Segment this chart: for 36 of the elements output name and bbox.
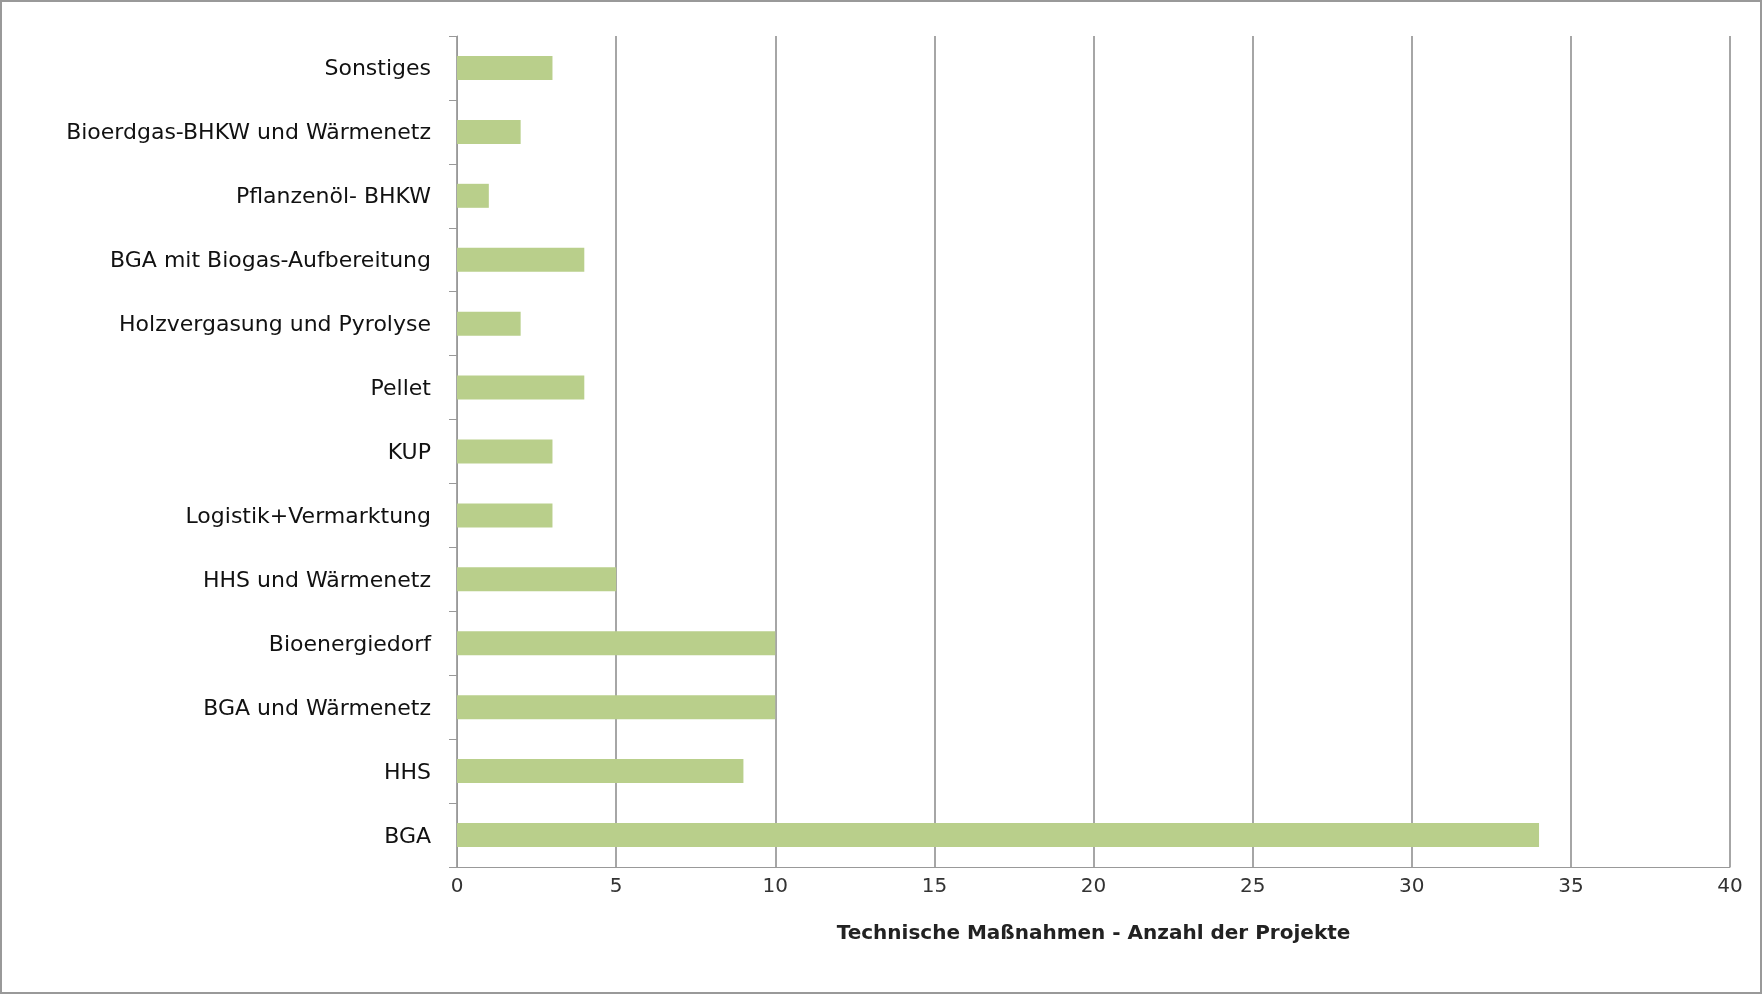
bar bbox=[457, 695, 776, 720]
x-axis-title: Technische Maßnahmen - Anzahl der Projekte bbox=[836, 920, 1351, 944]
y-tick-label: HHS und Wärmenetz bbox=[203, 566, 431, 592]
bar bbox=[457, 823, 1540, 848]
x-tick-label: 40 bbox=[1717, 873, 1743, 897]
bar bbox=[457, 311, 521, 336]
y-tick-label: BGA bbox=[384, 822, 431, 848]
bar bbox=[457, 55, 553, 80]
y-tick-label: Sonstiges bbox=[324, 55, 431, 81]
y-tick-label: Bioerdgas-BHKW und Wärmenetz bbox=[66, 119, 431, 145]
bar bbox=[457, 759, 744, 784]
x-tick-label: 35 bbox=[1558, 873, 1584, 897]
bar bbox=[457, 631, 776, 656]
y-tick-label: Logistik+Vermarktung bbox=[185, 502, 431, 528]
y-tick-label: Pellet bbox=[370, 375, 432, 401]
x-tick-label: 0 bbox=[450, 873, 464, 897]
bar bbox=[457, 247, 585, 272]
bar bbox=[457, 567, 617, 592]
y-tick-label: Pflanzenöl- BHKW bbox=[235, 183, 432, 209]
bar bbox=[457, 183, 489, 208]
bar bbox=[457, 439, 553, 464]
y-tick-label: KUP bbox=[387, 439, 431, 464]
x-tick-label: 15 bbox=[921, 873, 948, 897]
x-tick-label: 20 bbox=[1080, 873, 1107, 897]
bar bbox=[457, 375, 585, 400]
x-tick-label: 5 bbox=[609, 873, 623, 897]
y-tick-label: BGA und Wärmenetz bbox=[203, 694, 431, 720]
y-tick-label: HHS bbox=[383, 758, 431, 784]
y-tick-label: Holzvergasung und Pyrolyse bbox=[119, 311, 431, 337]
y-tick-label: Bioenergiedorf bbox=[268, 630, 433, 656]
bar bbox=[457, 503, 553, 528]
x-tick-label: 30 bbox=[1399, 873, 1425, 897]
bar bbox=[457, 119, 521, 144]
y-tick-label: BGA mit Biogas-Aufbereitung bbox=[110, 247, 431, 273]
x-tick-label: 10 bbox=[762, 873, 788, 897]
x-tick-label: 25 bbox=[1239, 873, 1266, 897]
